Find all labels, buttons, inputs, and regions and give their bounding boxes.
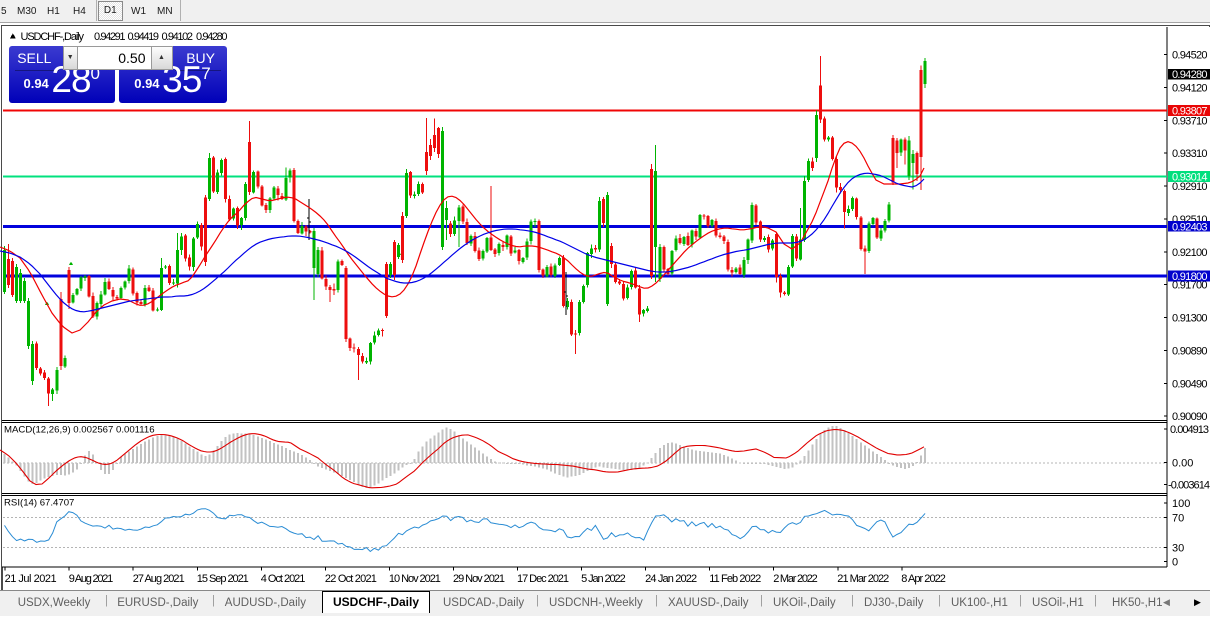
svg-text:0: 0 [1172, 557, 1178, 569]
svg-text:17 Dec 2021: 17 Dec 2021 [517, 573, 569, 585]
svg-text:RSI(14) 67.4707: RSI(14) 67.4707 [4, 498, 74, 509]
svg-text:15 Sep 2021: 15 Sep 2021 [197, 573, 249, 585]
svg-text:0.92910: 0.92910 [1172, 181, 1208, 193]
svg-text:0.00: 0.00 [1172, 458, 1193, 470]
svg-text:MACD(12,26,9) 0.002567 0.00111: MACD(12,26,9) 0.002567 0.001116 [4, 425, 155, 436]
svg-text:0.90890: 0.90890 [1172, 346, 1208, 358]
svg-text:4 Oct 2021: 4 Oct 2021 [261, 573, 306, 585]
svg-text:30: 30 [1172, 542, 1184, 554]
svg-text:100: 100 [1172, 498, 1190, 510]
svg-text:0.91800: 0.91800 [1172, 271, 1208, 283]
svg-text:70: 70 [1172, 513, 1184, 525]
svg-text:10 Nov 2021: 10 Nov 2021 [389, 573, 441, 585]
svg-text:0.94291: 0.94291 [94, 31, 126, 43]
svg-text:0.94419: 0.94419 [128, 31, 160, 43]
svg-text:0.94520: 0.94520 [1172, 50, 1208, 62]
svg-text:9 Aug 2021: 9 Aug 2021 [69, 573, 114, 585]
svg-text:0.91700: 0.91700 [1172, 280, 1208, 292]
svg-text:21 Mar 2022: 21 Mar 2022 [837, 573, 889, 585]
svg-text:24 Jan 2022: 24 Jan 2022 [645, 573, 697, 585]
svg-text:0.004913: 0.004913 [1170, 424, 1209, 436]
svg-text:5 Jan 2022: 5 Jan 2022 [581, 573, 626, 585]
svg-text:0.90090: 0.90090 [1172, 411, 1208, 423]
svg-text:0.94102: 0.94102 [162, 31, 194, 43]
svg-text:-0.003614: -0.003614 [1168, 480, 1210, 492]
svg-text:21 Jul 2021: 21 Jul 2021 [5, 573, 57, 585]
svg-text:0.90490: 0.90490 [1172, 378, 1208, 390]
svg-text:0.93014: 0.93014 [1172, 172, 1208, 184]
svg-text:29 Nov 2021: 29 Nov 2021 [453, 573, 505, 585]
svg-text:22 Oct 2021: 22 Oct 2021 [325, 573, 377, 585]
svg-text:2 Mar 2022: 2 Mar 2022 [773, 573, 818, 585]
svg-text:0.93807: 0.93807 [1172, 106, 1208, 118]
svg-text:0.92100: 0.92100 [1172, 247, 1208, 259]
svg-text:0.93710: 0.93710 [1172, 115, 1208, 127]
svg-text:USDCHF-,Daily: USDCHF-,Daily [21, 31, 85, 43]
svg-text:11 Feb 2022: 11 Feb 2022 [709, 573, 761, 585]
svg-text:0.94280: 0.94280 [1172, 69, 1208, 81]
svg-text:0.93310: 0.93310 [1172, 148, 1208, 160]
svg-text:0.91300: 0.91300 [1172, 313, 1208, 325]
svg-text:8 Apr 2022: 8 Apr 2022 [901, 573, 946, 585]
svg-text:0.94280: 0.94280 [196, 31, 228, 43]
svg-text:27 Aug 2021: 27 Aug 2021 [133, 573, 185, 585]
svg-text:0.94120: 0.94120 [1172, 83, 1208, 95]
svg-text:0.92403: 0.92403 [1172, 221, 1208, 233]
